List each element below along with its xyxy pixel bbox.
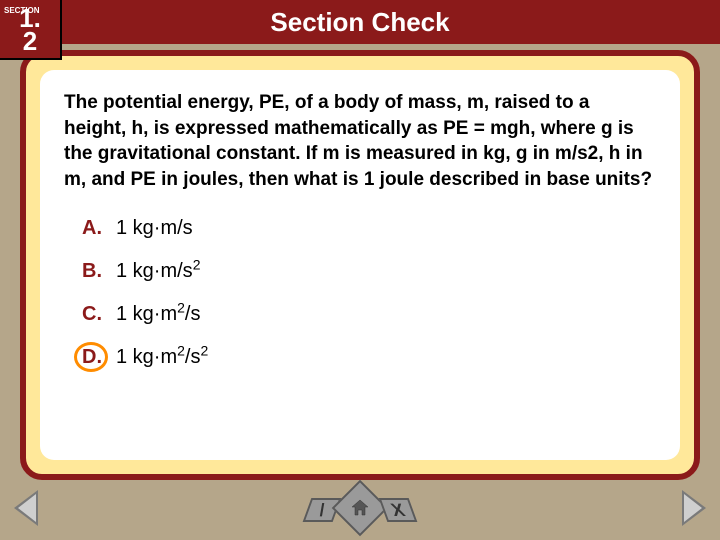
close-x-button[interactable]: X [379,498,418,522]
question-text: The potential energy, PE, of a body of m… [64,90,656,193]
choice-d[interactable]: D. 1 kg·m2/s2 [82,346,656,369]
next-button[interactable] [666,490,706,526]
choice-text: 1 kg·m2/s [116,303,200,326]
page-title: Section Check [270,7,449,38]
home-button[interactable] [332,480,389,537]
choice-a[interactable]: A. 1 kg·m/s [82,217,656,240]
card-inner: The potential energy, PE, of a body of m… [40,70,680,460]
question-card: The potential energy, PE, of a body of m… [20,50,700,480]
x-icon: X [388,500,408,521]
choice-letter: B. [82,260,116,283]
section-number-bottom: 2 [23,26,37,56]
choice-letter: A. [82,217,116,240]
prev-button[interactable] [14,490,54,526]
choice-b[interactable]: B. 1 kg·m/s2 [82,260,656,283]
choices-list: A. 1 kg·m/s B. 1 kg·m/s2 C. 1 kg·m2/s D.… [64,217,656,369]
choice-text: 1 kg·m2/s2 [116,346,208,369]
correct-indicator-ring [74,342,108,372]
choice-c[interactable]: C. 1 kg·m2/s [82,303,656,326]
home-icon [350,498,370,518]
slash-icon: \ [316,500,329,521]
arrow-left-icon [14,490,38,526]
nav-bar: \ X [0,484,720,532]
center-nav: \ X [315,486,405,530]
arrow-right-icon [682,490,706,526]
section-label: SECTION [4,6,40,15]
title-bar: Section Check [0,0,720,44]
choice-letter: C. [82,303,116,326]
choice-text: 1 kg·m/s2 [116,260,200,283]
section-tab: SECTION 1. 2 [0,0,62,60]
choice-text: 1 kg·m/s [116,217,193,240]
